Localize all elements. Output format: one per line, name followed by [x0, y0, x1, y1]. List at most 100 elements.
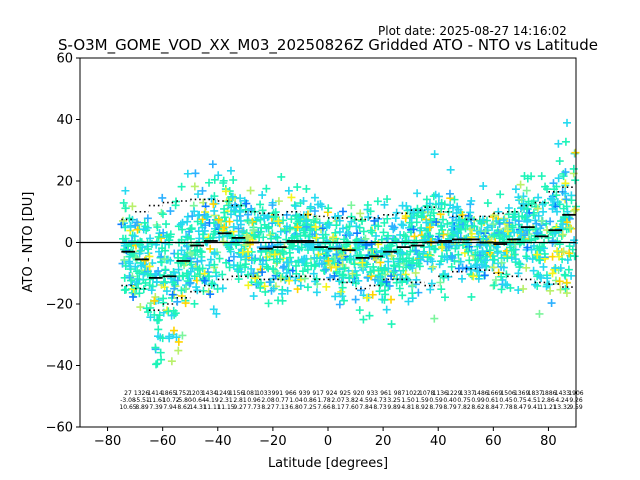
- scatter-point: [215, 254, 224, 263]
- scatter-point: [173, 276, 182, 285]
- scatter-point: [311, 260, 320, 269]
- scatter-point: [560, 270, 569, 279]
- scatter-point: [395, 284, 404, 293]
- y-axis-label: ATO - NTO [DU]: [21, 192, 36, 293]
- scatter-point: [310, 261, 319, 270]
- scatter-point: [156, 348, 165, 357]
- scatter-point: [145, 262, 154, 271]
- scatter-point: [402, 201, 411, 210]
- scatter-point: [362, 260, 371, 269]
- bin-stat-label: 11.11: [203, 404, 220, 411]
- bin-stat-label: -10.72: [160, 397, 180, 404]
- scatter-point: [225, 263, 234, 272]
- scatter-point: [299, 196, 308, 205]
- bin-stat-label: 987: [394, 390, 406, 397]
- y-tick-label: 20: [56, 175, 73, 190]
- scatter-point: [188, 264, 197, 273]
- y-tick-label: −60: [46, 421, 73, 436]
- scatter-point: [293, 223, 302, 232]
- scatter-point: [499, 263, 508, 272]
- x-tick-label: −60: [149, 434, 176, 449]
- scatter-point: [290, 201, 299, 210]
- scatter-point: [139, 285, 148, 294]
- scatter-point: [205, 178, 214, 187]
- scatter-point: [212, 272, 221, 281]
- bin-stat-labels: 27 13261414186517521203143412491156108110…: [119, 390, 583, 411]
- bin-stat-label: 939: [299, 390, 311, 397]
- scatter-point: [546, 286, 555, 295]
- y-tick-label: 40: [56, 113, 73, 128]
- bin-stat-label: 0.86: [303, 397, 317, 404]
- bin-stat-label: 1078: [419, 390, 434, 397]
- bin-stat-label: -3.08: [120, 397, 136, 404]
- scatter-point: [210, 260, 219, 269]
- scatter-point: [210, 206, 219, 215]
- bin-stat-label: 8.79: [429, 404, 443, 411]
- scatter-point: [463, 221, 472, 230]
- scatter-point: [244, 210, 253, 219]
- scatter-point: [408, 289, 417, 298]
- scatter-point: [340, 264, 349, 273]
- scatter-point: [432, 218, 441, 227]
- scatter-point: [548, 204, 557, 213]
- scatter-point: [242, 252, 251, 261]
- scatter-point: [437, 285, 446, 294]
- scatter-point: [561, 284, 570, 293]
- scatter-point: [131, 262, 140, 271]
- scatter-point: [193, 257, 202, 266]
- scatter-point: [273, 233, 282, 242]
- scatter-point: [524, 197, 533, 206]
- scatter-point: [172, 333, 181, 342]
- scatter-point: [552, 191, 561, 200]
- scatter-point: [434, 199, 443, 208]
- scatter-point: [511, 255, 520, 264]
- scatter-point: [159, 298, 168, 307]
- bin-stat-label: 2.08: [261, 397, 275, 404]
- scatter-point: [435, 229, 444, 238]
- scatter-point: [229, 261, 238, 270]
- scatter-point: [423, 205, 432, 214]
- scatter-point: [284, 186, 293, 195]
- scatter-point: [346, 245, 355, 254]
- scatter-point: [555, 157, 564, 166]
- scatter-point: [201, 221, 210, 230]
- scatter-point: [439, 230, 448, 239]
- scatter-point: [233, 261, 242, 270]
- scatter-point: [202, 212, 211, 221]
- scatter-point: [380, 218, 389, 227]
- bin-stat-label: 1369: [514, 390, 529, 397]
- scatter-point: [258, 268, 267, 277]
- scatter-point: [544, 233, 553, 242]
- bin-stat-label: 1136: [433, 390, 448, 397]
- scatter-point: [408, 264, 417, 273]
- scatter-point: [151, 292, 160, 301]
- bin-stat-label: 4.24: [555, 397, 569, 404]
- scatter-point: [268, 201, 277, 210]
- scatter-point: [478, 260, 487, 269]
- bin-stat-label: 1486: [473, 390, 488, 397]
- scatter-point: [561, 137, 570, 146]
- scatter-point: [388, 222, 397, 231]
- scatter-point: [243, 232, 252, 241]
- scatter-point: [494, 207, 503, 216]
- scatter-point: [256, 200, 265, 209]
- bin-stat-label: 7.13: [275, 404, 289, 411]
- scatter-point: [449, 230, 458, 239]
- bin-stat-label: 7.73: [247, 404, 261, 411]
- scatter-point: [561, 168, 570, 177]
- bin-stat-label: 8.62: [177, 404, 191, 411]
- scatter-point: [326, 273, 335, 282]
- scatter-point: [214, 171, 223, 180]
- scatter-point: [338, 260, 347, 269]
- scatter-point: [519, 199, 528, 208]
- scatter-point: [427, 279, 436, 288]
- scatter-point: [197, 256, 206, 265]
- scatter-point: [550, 265, 559, 274]
- scatter-point: [190, 299, 199, 308]
- scatter-point: [511, 185, 520, 194]
- scatter-point: [373, 276, 382, 285]
- scatter-point: [154, 325, 163, 334]
- scatter-point: [177, 246, 186, 255]
- scatter-point: [338, 224, 347, 233]
- scatter-point: [490, 232, 499, 241]
